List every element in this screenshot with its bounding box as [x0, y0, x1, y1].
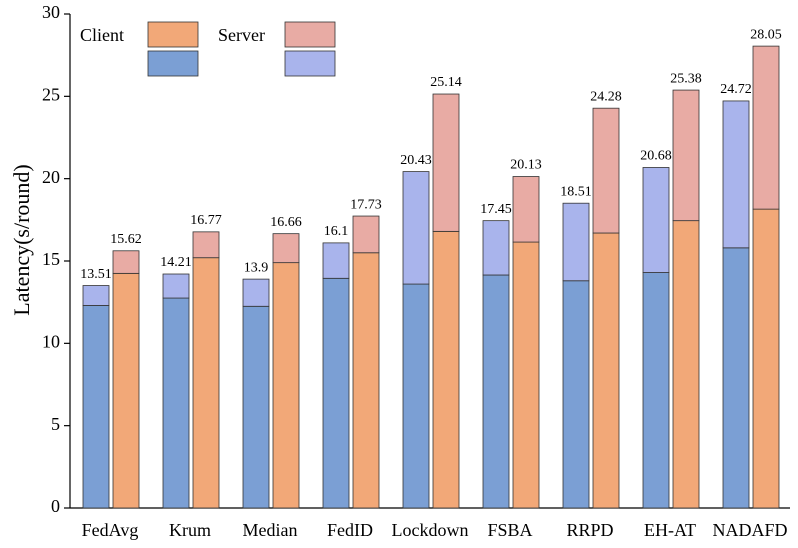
y-tick-label: 5	[51, 414, 60, 434]
value-label: 25.38	[670, 71, 702, 86]
value-label: 14.21	[160, 255, 192, 270]
y-tick-label: 25	[42, 84, 60, 104]
x-tick-label: Lockdown	[392, 520, 469, 540]
value-label: 17.45	[480, 202, 512, 217]
x-tick-label: Krum	[169, 520, 211, 540]
y-tick-label: 0	[51, 496, 60, 516]
bar-segment	[82, 305, 110, 509]
x-tick-label: FedID	[327, 520, 373, 540]
bar-segment	[242, 278, 270, 307]
bar-segment	[402, 171, 430, 285]
y-axis-label: Latency(s/round)	[9, 164, 34, 316]
value-label: 20.13	[510, 158, 542, 173]
y-tick-label: 15	[42, 249, 60, 269]
bar-segment	[322, 242, 350, 279]
legend-swatch	[147, 21, 199, 48]
value-label: 25.14	[430, 75, 462, 90]
bar-segment	[272, 262, 300, 509]
legend-swatch	[284, 21, 336, 48]
x-tick-label: FSBA	[487, 520, 532, 540]
x-tick-label: FedAvg	[82, 520, 139, 540]
bar-segment	[672, 89, 700, 222]
x-tick-label: NADAFD	[712, 520, 787, 540]
bar-segment	[352, 215, 380, 254]
bar-segment	[512, 241, 540, 509]
bar-segment	[642, 167, 670, 273]
bar-segment	[592, 232, 620, 509]
bar-segment	[402, 283, 430, 509]
bar-segment	[562, 280, 590, 509]
value-label: 13.9	[244, 260, 269, 275]
value-label: 20.68	[640, 149, 672, 164]
bar-segment	[512, 176, 540, 243]
bar-segment	[352, 252, 380, 509]
bar-segment	[752, 208, 780, 509]
y-tick-label: 30	[42, 2, 60, 22]
bar-segment	[82, 285, 110, 306]
bar-segment	[242, 305, 270, 509]
value-label: 18.51	[560, 184, 592, 199]
value-label: 28.05	[750, 27, 782, 42]
bar-segment	[432, 230, 460, 509]
x-tick-label: Median	[243, 520, 298, 540]
legend-swatch	[147, 50, 199, 77]
legend-swatch	[284, 50, 336, 77]
bar-segment	[752, 45, 780, 210]
bar-segment	[192, 231, 220, 259]
bar-segment	[482, 274, 510, 509]
bar-segment	[722, 100, 750, 249]
bar-segment	[112, 250, 140, 274]
bar-segment	[162, 297, 190, 509]
bar-segment	[562, 202, 590, 282]
bar-segment	[272, 233, 300, 264]
value-label: 17.73	[350, 197, 382, 212]
y-tick-label: 20	[42, 167, 60, 187]
bar-segment	[722, 247, 750, 509]
value-label: 15.62	[110, 232, 142, 247]
value-label: 16.1	[324, 224, 349, 239]
bar-segment	[322, 277, 350, 509]
value-label: 24.28	[590, 89, 622, 104]
value-label: 16.66	[270, 215, 302, 230]
y-tick-label: 10	[42, 331, 60, 351]
legend-label: Server	[218, 25, 265, 45]
x-tick-label: EH-AT	[644, 520, 696, 540]
value-label: 20.43	[400, 153, 432, 168]
bar-segment	[672, 220, 700, 509]
bar-segment	[482, 220, 510, 276]
value-label: 24.72	[720, 82, 752, 97]
legend-label: Client	[80, 25, 124, 45]
value-label: 16.77	[190, 213, 222, 228]
bar-segment	[112, 272, 140, 509]
bar-segment	[592, 107, 620, 234]
value-label: 13.51	[80, 267, 112, 282]
bar-segment	[642, 272, 670, 509]
bar-segment	[162, 273, 190, 299]
x-tick-label: RRPD	[566, 520, 613, 540]
bar-segment	[192, 257, 220, 509]
bar-segment	[432, 93, 460, 232]
